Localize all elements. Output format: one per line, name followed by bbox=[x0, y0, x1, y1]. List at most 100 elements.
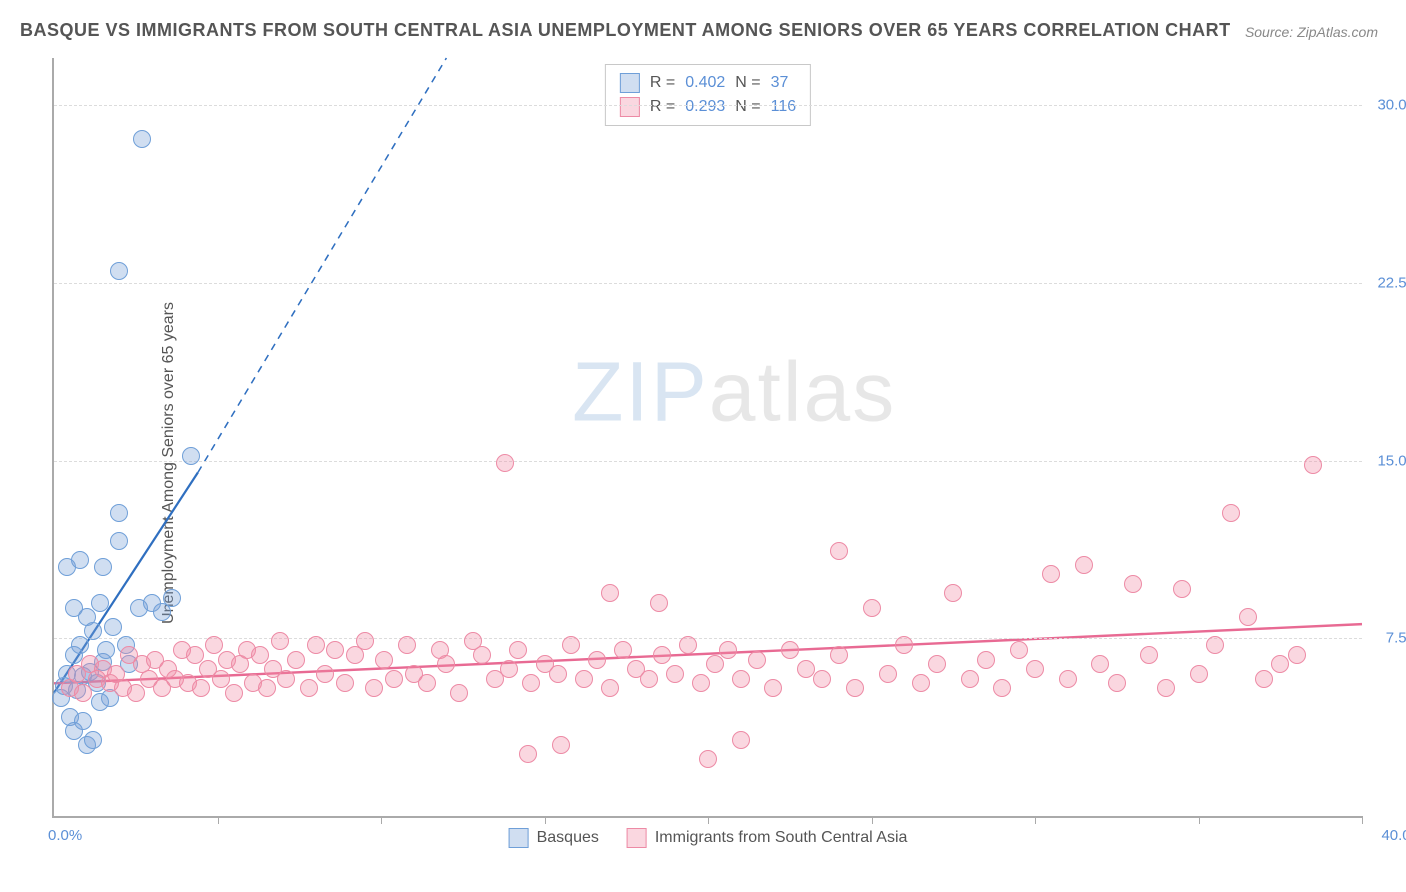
data-point bbox=[748, 651, 766, 669]
data-point bbox=[182, 447, 200, 465]
data-point bbox=[944, 584, 962, 602]
data-point bbox=[1271, 655, 1289, 673]
data-point bbox=[732, 670, 750, 688]
data-point bbox=[719, 641, 737, 659]
data-point bbox=[300, 679, 318, 697]
data-point bbox=[277, 670, 295, 688]
data-point bbox=[326, 641, 344, 659]
value-n-immigrants: 116 bbox=[771, 95, 797, 119]
data-point bbox=[781, 641, 799, 659]
chart-title: BASQUE VS IMMIGRANTS FROM SOUTH CENTRAL … bbox=[20, 20, 1231, 41]
data-point bbox=[307, 636, 325, 654]
y-tick-label: 7.5% bbox=[1368, 630, 1406, 647]
data-point bbox=[653, 646, 671, 664]
label-n: N = bbox=[735, 95, 760, 119]
data-point bbox=[496, 454, 514, 472]
data-point bbox=[1157, 679, 1175, 697]
legend-item-basques: Basques bbox=[509, 828, 599, 848]
data-point bbox=[552, 736, 570, 754]
data-point bbox=[205, 636, 223, 654]
data-point bbox=[1239, 608, 1257, 626]
data-point bbox=[192, 679, 210, 697]
data-point bbox=[133, 130, 151, 148]
x-tick bbox=[381, 816, 382, 824]
x-tick bbox=[708, 816, 709, 824]
data-point bbox=[601, 679, 619, 697]
data-point bbox=[91, 693, 109, 711]
data-point bbox=[699, 750, 717, 768]
y-tick-label: 15.0% bbox=[1368, 452, 1406, 469]
data-point bbox=[316, 665, 334, 683]
y-tick-label: 30.0% bbox=[1368, 97, 1406, 114]
swatch-basques bbox=[620, 73, 640, 93]
label-r: R = bbox=[650, 95, 675, 119]
gridline bbox=[54, 105, 1362, 106]
trend-line-extrapolated bbox=[198, 58, 447, 473]
data-point bbox=[588, 651, 606, 669]
data-point bbox=[830, 646, 848, 664]
data-point bbox=[601, 584, 619, 602]
data-point bbox=[640, 670, 658, 688]
gridline bbox=[54, 638, 1362, 639]
legend-label-basques: Basques bbox=[537, 829, 599, 847]
data-point bbox=[110, 262, 128, 280]
data-point bbox=[614, 641, 632, 659]
data-point bbox=[1059, 670, 1077, 688]
data-point bbox=[398, 636, 416, 654]
value-r-immigrants: 0.293 bbox=[685, 95, 725, 119]
data-point bbox=[706, 655, 724, 673]
stats-legend-row-immigrants: R = 0.293 N = 116 bbox=[620, 95, 796, 119]
data-point bbox=[797, 660, 815, 678]
plot-area: ZIPatlas R = 0.402 N = 37 R = 0.293 N = … bbox=[52, 58, 1362, 818]
data-point bbox=[418, 674, 436, 692]
data-point bbox=[650, 594, 668, 612]
data-point bbox=[679, 636, 697, 654]
x-tick bbox=[545, 816, 546, 824]
data-point bbox=[509, 641, 527, 659]
data-point bbox=[356, 632, 374, 650]
data-point bbox=[71, 551, 89, 569]
x-tick bbox=[218, 816, 219, 824]
data-point bbox=[212, 670, 230, 688]
data-point bbox=[65, 599, 83, 617]
data-point bbox=[1222, 504, 1240, 522]
swatch-immigrants bbox=[627, 828, 647, 848]
data-point bbox=[84, 622, 102, 640]
data-point bbox=[110, 532, 128, 550]
data-point bbox=[65, 722, 83, 740]
data-point bbox=[1173, 580, 1191, 598]
swatch-basques bbox=[509, 828, 529, 848]
stats-legend: R = 0.402 N = 37 R = 0.293 N = 116 bbox=[605, 64, 811, 126]
data-point bbox=[575, 670, 593, 688]
data-point bbox=[1255, 670, 1273, 688]
data-point bbox=[84, 731, 102, 749]
data-point bbox=[365, 679, 383, 697]
data-point bbox=[961, 670, 979, 688]
data-point bbox=[732, 731, 750, 749]
data-point bbox=[1042, 565, 1060, 583]
data-point bbox=[271, 632, 289, 650]
data-point bbox=[1206, 636, 1224, 654]
data-point bbox=[186, 646, 204, 664]
data-point bbox=[912, 674, 930, 692]
data-point bbox=[74, 684, 92, 702]
data-point bbox=[258, 679, 276, 697]
data-point bbox=[91, 594, 109, 612]
gridline bbox=[54, 461, 1362, 462]
data-point bbox=[127, 684, 145, 702]
data-point bbox=[1288, 646, 1306, 664]
legend-label-immigrants: Immigrants from South Central Asia bbox=[655, 829, 908, 847]
data-point bbox=[1075, 556, 1093, 574]
data-point bbox=[562, 636, 580, 654]
data-point bbox=[437, 655, 455, 673]
data-point bbox=[287, 651, 305, 669]
data-point bbox=[1010, 641, 1028, 659]
data-point bbox=[928, 655, 946, 673]
data-point bbox=[473, 646, 491, 664]
data-point bbox=[549, 665, 567, 683]
x-tick bbox=[1362, 816, 1363, 824]
data-point bbox=[500, 660, 518, 678]
x-tick bbox=[1035, 816, 1036, 824]
data-point bbox=[375, 651, 393, 669]
data-point bbox=[879, 665, 897, 683]
